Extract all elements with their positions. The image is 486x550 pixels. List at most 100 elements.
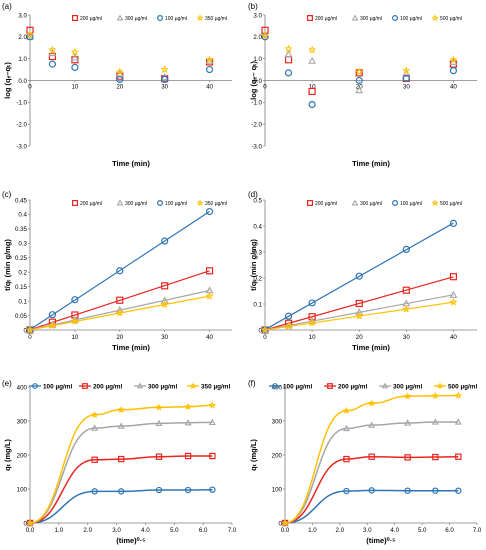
series-3 [261,33,458,109]
series-4 [281,391,463,527]
data-point [432,453,439,461]
x-tick-label: 40 [450,334,457,341]
y-tick-label: 0.2 [18,270,27,277]
x-tick-label: 2.0 [83,527,92,534]
y-tick-label: -2.0 [251,121,262,128]
legend-marker [436,382,444,390]
data-point [355,299,363,308]
y-axis-title: t/qₜ (min g/mg) [249,239,258,291]
y-tick-label: 300 [17,418,28,425]
legend-marker [327,383,333,389]
data-point [48,52,57,61]
x-tick-label: 0 [263,84,267,91]
y-tick-label: 0.3 [253,249,262,256]
legend-label: 200 µg/ml [80,201,102,207]
data-point [402,74,410,82]
data-point [26,519,34,527]
data-point [116,296,124,304]
panel-label: (c) [2,190,12,199]
data-point [70,53,79,61]
legend-label: 300 µg/ml [393,383,422,390]
data-point [455,453,462,460]
data-point [355,86,364,94]
y-tick-label: 0.3 [18,241,27,248]
x-tick-label: 10 [71,334,78,341]
data-point [308,299,316,307]
data-point [355,308,364,316]
y-axis-title: qₜ (mg/L) [249,439,258,471]
y-tick-label: 0.0 [18,78,27,85]
data-point [284,50,293,58]
data-point [284,312,293,320]
data-point [115,67,124,76]
y-tick-label: 0.4 [18,212,27,219]
chart-panel-1: (a) 3.0 2.0 1.0 0.0 -1.0 -2.0 -3.0 0 10 20 30 40 Time… [2,2,232,168]
y-axis-title: t/qₜ (min g/mg) [3,239,12,291]
legend-marker [392,15,399,22]
x-tick-label: 10 [309,84,316,91]
data-point [404,454,411,461]
legend-marker [157,200,164,207]
y-tick-label: 0.05 [15,313,28,320]
data-point [449,290,458,298]
data-point [48,49,57,57]
data-point [308,56,317,64]
chart-panel-4: (d)0.5 0.4 0.3 0.2 0.1 00 10 20 30 40 Time (min) t/… [248,190,477,352]
x-tick-label: 0 [263,334,267,341]
legend-marker [381,382,389,389]
legend-label: 300 µg/ml [148,383,177,390]
x-tick-label: 30 [403,84,410,91]
panel-label: (b) [248,2,258,11]
x-tick-label: 4.0 [141,527,150,534]
legend-label: 350 µg/ml [201,383,230,390]
data-point [48,311,57,319]
y-tick-label: 0.35 [15,226,28,233]
series-line [284,455,459,524]
data-point [449,55,458,64]
data-point [404,419,412,426]
legend-label: 500 µg/ml [440,16,462,22]
y-tick-label: 200 [272,452,283,459]
legend-marker [196,14,204,21]
series-3 [281,418,462,526]
y-tick-label: -1.0 [16,100,27,107]
x-tick-label: 3.0 [363,527,372,534]
data-point [355,272,363,280]
legend-marker [32,383,38,389]
data-point [403,392,412,400]
data-point [48,60,57,68]
y-tick-label: 0.0 [253,78,262,85]
legend-label: 300 µg/ml [360,201,382,207]
fit-line [29,295,210,331]
y-axis-title: log (qₑ–qₜ) [3,62,12,99]
data-point [90,410,99,419]
x-axis-title: Time (min) [112,159,150,168]
y-tick-label: 0.4 [253,223,262,230]
legend-label: 300 µg/ml [360,16,382,22]
legend-marker [136,382,144,389]
x-tick-label: 1.0 [308,527,317,534]
y-tick-label: 100 [272,486,283,493]
x-tick-label: 40 [450,84,457,91]
x-tick-label: 4.0 [390,527,399,534]
data-point [155,453,163,460]
x-tick-label: 20 [116,334,123,341]
data-point [71,63,79,72]
data-point [449,67,458,75]
data-point [117,488,125,495]
data-point [48,321,57,330]
y-tick-label: 0 [24,327,28,334]
x-tick-label: 30 [161,84,168,91]
x-tick-label: 40 [206,84,213,91]
legend-marker [116,14,124,21]
data-point [117,422,125,429]
data-point [308,318,317,327]
legend-marker [82,383,88,389]
y-tick-label: 300 [272,418,283,425]
series-line [284,489,459,524]
data-point [155,419,163,427]
data-point [449,297,458,306]
data-point [284,322,293,330]
data-point [308,45,317,54]
x-tick-label: 0 [28,334,32,341]
